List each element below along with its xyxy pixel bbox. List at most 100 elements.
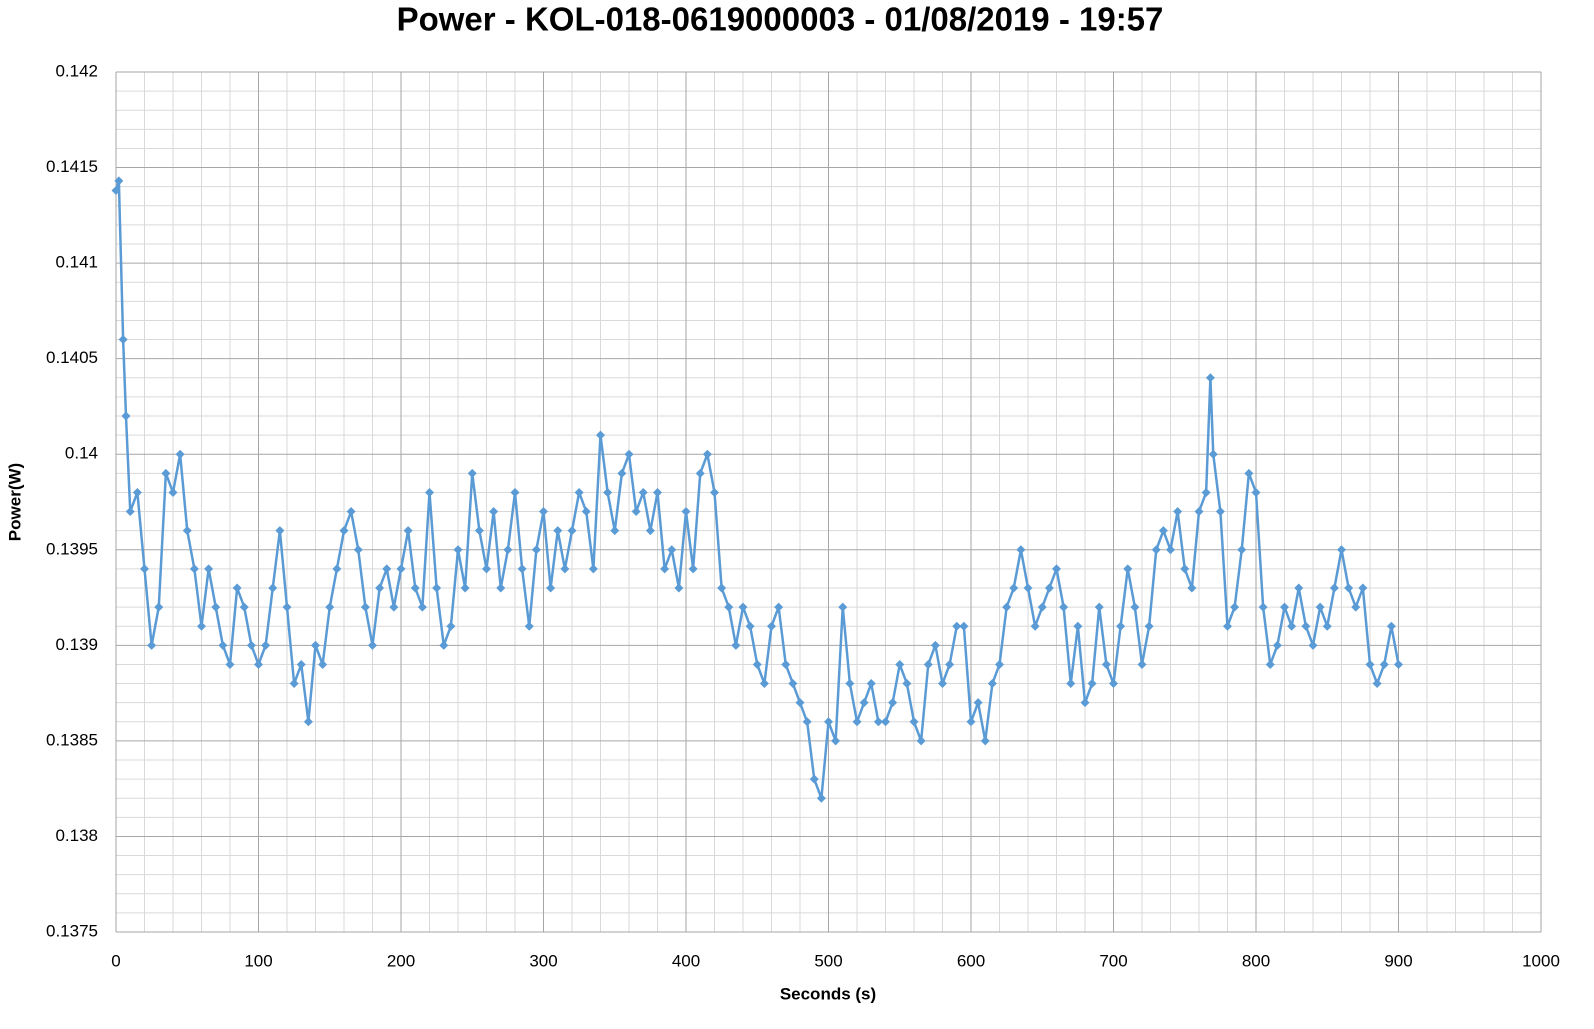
x-tick-label: 200 — [387, 951, 415, 970]
data-point — [1151, 545, 1161, 555]
data-point — [1002, 602, 1012, 612]
data-point — [417, 602, 427, 612]
data-point — [360, 602, 370, 612]
y-axis-label: Power(W) — [5, 463, 24, 541]
data-point — [588, 564, 598, 574]
data-point — [1322, 621, 1332, 631]
data-point — [624, 449, 634, 459]
data-point — [938, 679, 947, 689]
data-point — [1094, 602, 1104, 612]
data-point — [403, 526, 413, 536]
data-point — [674, 583, 684, 593]
data-point — [261, 640, 271, 650]
data-point — [795, 698, 805, 708]
x-tick-label: 1000 — [1522, 951, 1560, 970]
data-point — [439, 640, 449, 650]
data-point — [482, 564, 491, 574]
data-point — [1194, 507, 1204, 517]
data-point — [446, 621, 456, 631]
data-point — [1208, 449, 1218, 459]
data-point — [660, 564, 670, 574]
x-tick-label: 400 — [672, 951, 700, 970]
data-point — [1344, 583, 1354, 593]
data-point — [311, 640, 320, 650]
data-point — [546, 583, 556, 593]
data-point — [1180, 564, 1190, 574]
data-point — [289, 679, 299, 689]
data-point — [382, 564, 392, 574]
data-point — [1073, 621, 1083, 631]
data-point — [645, 526, 655, 536]
data-point — [945, 659, 955, 669]
data-point — [1351, 602, 1361, 612]
data-point — [1187, 583, 1197, 593]
data-point — [1205, 373, 1215, 383]
data-point — [1101, 659, 1111, 669]
data-point — [1379, 659, 1389, 669]
data-point — [873, 717, 883, 727]
data-point — [859, 698, 869, 708]
data-point — [489, 507, 499, 517]
data-point — [182, 526, 192, 536]
data-point — [1365, 659, 1375, 669]
data-point — [503, 545, 513, 555]
data-point — [809, 774, 819, 784]
data-point — [745, 621, 755, 631]
data-point — [752, 659, 762, 669]
data-point — [774, 602, 784, 612]
y-tick-label: 0.138 — [55, 826, 98, 845]
data-point — [1144, 621, 1154, 631]
data-point — [987, 679, 997, 689]
data-point — [539, 507, 548, 517]
data-point — [631, 507, 641, 517]
data-point — [161, 468, 171, 478]
chart-title: Power - KOL-018-0619000003 - 01/08/2019 … — [397, 1, 1164, 38]
x-tick-label: 300 — [529, 951, 557, 970]
data-point — [1308, 640, 1318, 650]
data-point — [567, 526, 577, 536]
data-point — [1166, 545, 1175, 555]
data-point — [681, 507, 691, 517]
data-point — [204, 564, 214, 574]
data-point — [1158, 526, 1168, 536]
data-point — [852, 717, 862, 727]
data-point — [788, 679, 798, 689]
data-point — [916, 736, 926, 746]
data-point — [396, 564, 406, 574]
data-point — [767, 621, 776, 631]
data-line — [114, 179, 1400, 800]
data-point — [1009, 583, 1019, 593]
data-point — [474, 526, 484, 536]
x-tick-label: 0 — [111, 951, 120, 970]
data-point — [132, 487, 142, 497]
data-point — [225, 659, 235, 669]
data-point — [189, 564, 199, 574]
data-point — [510, 487, 520, 497]
data-point — [995, 659, 1004, 669]
data-point — [710, 487, 719, 497]
data-point — [524, 621, 534, 631]
data-point — [1237, 545, 1247, 555]
data-point — [246, 640, 256, 650]
data-point — [1386, 621, 1396, 631]
plot-area — [111, 176, 1403, 803]
data-point — [496, 583, 506, 593]
y-tick-label: 0.142 — [55, 61, 98, 80]
data-point — [1123, 564, 1133, 574]
data-point — [1044, 583, 1054, 593]
data-point — [1173, 507, 1183, 517]
data-point — [881, 717, 890, 727]
data-point — [121, 411, 131, 421]
data-point — [1215, 507, 1225, 517]
data-point — [460, 583, 470, 593]
data-point — [1130, 602, 1140, 612]
data-point — [1244, 468, 1254, 478]
data-point — [1080, 698, 1090, 708]
data-point — [1287, 621, 1297, 631]
data-point — [154, 602, 164, 612]
y-tick-label: 0.1405 — [46, 348, 98, 367]
data-point — [118, 335, 128, 345]
data-point — [1394, 659, 1403, 669]
data-point — [425, 487, 434, 497]
